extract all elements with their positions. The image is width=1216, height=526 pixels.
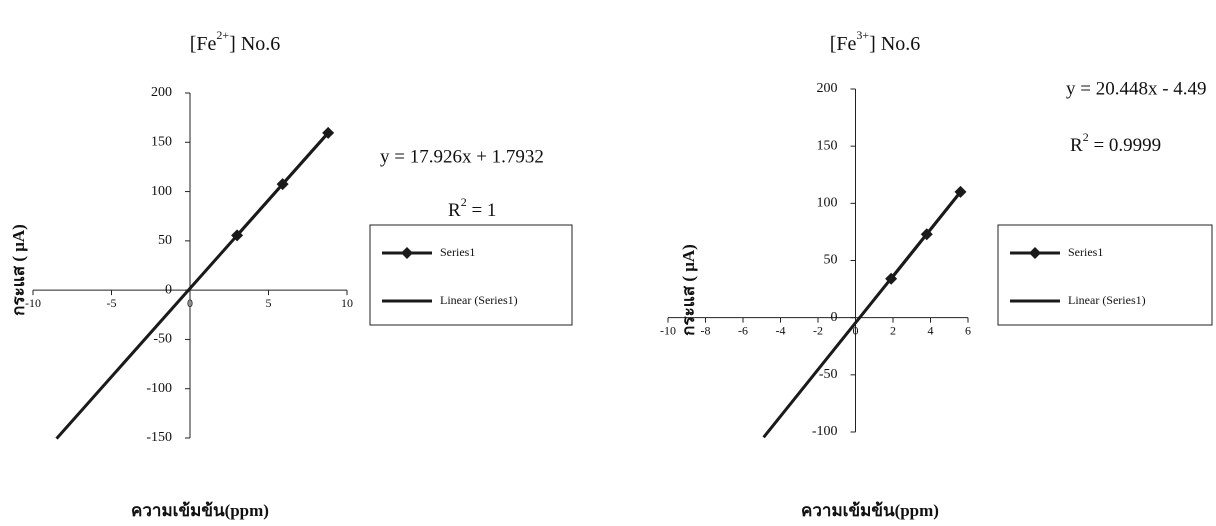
chart: -100 -50 0 50 100 150 200 -10 -8 -6 -4 -2 0 2 4 6 [Fe3+]… bbox=[660, 28, 1213, 520]
legend-label: Series1 bbox=[1068, 245, 1103, 259]
x-tick-label: -10 bbox=[660, 323, 676, 337]
legend-marker bbox=[1029, 247, 1041, 259]
x-tick-label: -6 bbox=[738, 323, 748, 337]
x-tick-label: 0 bbox=[187, 296, 193, 310]
y-tick-label: 100 bbox=[151, 184, 172, 199]
trendline bbox=[762, 190, 962, 439]
chart-title: [Fe3+] No.6 bbox=[830, 28, 921, 55]
y-tick-label: 0 bbox=[165, 282, 172, 297]
y-tick-label: 200 bbox=[151, 85, 172, 100]
trendline bbox=[55, 131, 330, 440]
x-axis-title: ความเข้มข้น(ppm) bbox=[801, 501, 939, 520]
x-tick-label: 6 bbox=[965, 323, 971, 337]
x-tick-label: 0 bbox=[853, 323, 859, 337]
text-part: [Fe bbox=[190, 33, 217, 55]
x-tick-label: 10 bbox=[341, 296, 353, 310]
x-axis-title: ความเข้มข้น(ppm) bbox=[131, 501, 269, 520]
text-part: = 1 bbox=[467, 200, 497, 221]
r-squared: R2 = 1 bbox=[448, 195, 496, 222]
y-tick-label: -50 bbox=[819, 367, 838, 382]
superscript: 3+ bbox=[856, 28, 869, 42]
text-part: R bbox=[448, 200, 461, 221]
y-tick-label: 50 bbox=[158, 233, 172, 248]
y-tick-label: -50 bbox=[153, 332, 172, 347]
legend-label: Linear (Series1) bbox=[1068, 293, 1146, 307]
y-tick-label: -100 bbox=[812, 424, 838, 439]
text-part: ] No.6 bbox=[229, 33, 280, 55]
x-tick-label: -10 bbox=[25, 296, 41, 310]
y-tick-label: -150 bbox=[146, 430, 172, 445]
text-part: R bbox=[1070, 135, 1083, 156]
superscript: 2 bbox=[461, 195, 467, 209]
x-tick-label: 5 bbox=[266, 296, 272, 310]
x-tick-label: 2 bbox=[890, 323, 896, 337]
legend-label: Series1 bbox=[440, 245, 475, 259]
y-tick-label: 50 bbox=[824, 253, 838, 268]
text-part: = 0.9999 bbox=[1089, 135, 1161, 156]
y-tick-label: 150 bbox=[151, 135, 172, 150]
legend-marker bbox=[401, 247, 413, 259]
x-tick-label: 4 bbox=[928, 323, 934, 337]
x-tick-label: -4 bbox=[776, 323, 786, 337]
r-squared: R2 = 0.9999 bbox=[1070, 130, 1161, 157]
legend-box bbox=[997, 224, 1213, 326]
text-part: [Fe bbox=[830, 33, 857, 55]
trend-equation: y = 17.926x + 1.7932 bbox=[380, 146, 544, 167]
x-tick-label: -8 bbox=[701, 323, 711, 337]
y-axis-title: กระแส ( μA) bbox=[9, 224, 28, 316]
x-tick-label: -2 bbox=[813, 323, 823, 337]
legend-label: Linear (Series1) bbox=[440, 293, 518, 307]
y-tick-label: 200 bbox=[817, 81, 838, 96]
y-tick-label: 100 bbox=[817, 196, 838, 211]
y-tick-label: 150 bbox=[817, 138, 838, 153]
trend-equation: y = 20.448x - 4.49 bbox=[1066, 78, 1207, 99]
text-part: ] No.6 bbox=[869, 33, 920, 55]
superscript: 2+ bbox=[216, 28, 229, 42]
superscript: 2 bbox=[1083, 130, 1089, 144]
legend-box bbox=[369, 224, 573, 326]
chart-title: [Fe2+] No.6 bbox=[190, 28, 281, 55]
y-tick-label: 0 bbox=[831, 310, 838, 325]
y-tick-label: -100 bbox=[146, 381, 172, 396]
x-tick-label: -5 bbox=[107, 296, 117, 310]
y-axis-title: กระแส ( μA) bbox=[679, 244, 698, 336]
